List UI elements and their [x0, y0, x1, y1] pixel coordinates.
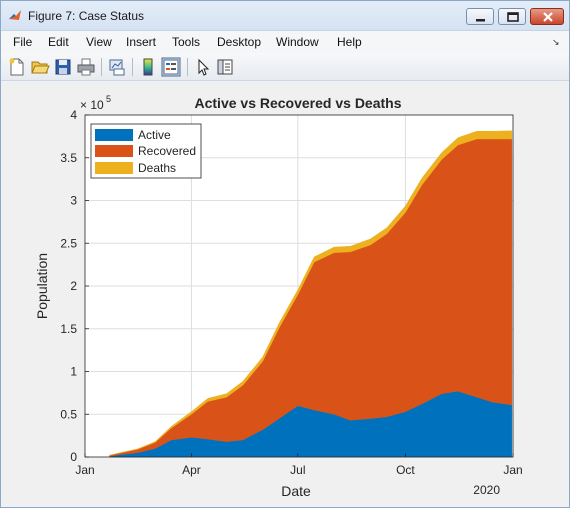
insert-colorbar-icon[interactable] — [138, 57, 158, 77]
y-tick-label: 4 — [70, 108, 77, 122]
menu-view[interactable]: View — [86, 35, 112, 49]
menu-insert[interactable]: Insert — [126, 35, 157, 49]
chart-title: Active vs Recovered vs Deaths — [195, 95, 402, 111]
maximize-icon — [507, 12, 519, 22]
legend-label-deaths: Deaths — [138, 161, 176, 175]
x-tick-label: Jul — [290, 463, 305, 477]
title-bar[interactable]: Figure 7: Case Status — [1, 1, 569, 31]
y-tick-label: 1 — [70, 365, 77, 379]
legend-label-active: Active — [138, 128, 171, 142]
figure-canvas: Jan Apr Jul Oct Jan 0 0.5 1 1.5 2 2.5 3 3.5 4 Active … — [2, 82, 568, 506]
property-inspector-icon[interactable] — [215, 57, 235, 77]
axis-ticks — [84, 114, 514, 458]
figure-toolbar — [1, 53, 569, 81]
y-tick-label: 0.5 — [60, 407, 77, 421]
menu-tools[interactable]: Tools — [172, 35, 201, 49]
menu-file[interactable]: File — [13, 35, 33, 49]
new-figure-icon[interactable] — [7, 57, 27, 77]
legend-swatch-deaths — [95, 162, 133, 174]
window-title: Figure 7: Case Status — [28, 9, 145, 23]
x-tick-label: Apr — [182, 463, 201, 477]
menu-window[interactable]: Window — [276, 35, 319, 49]
close-icon — [543, 12, 553, 22]
y-tick-label: 1.5 — [60, 322, 77, 336]
menu-dock-arrow-icon[interactable]: ↘ — [552, 37, 560, 47]
year-label: 2020 — [473, 483, 500, 497]
y-exponent-power: 5 — [106, 94, 111, 104]
legend-label-recovered: Recovered — [138, 144, 196, 158]
y-tick-label: 3 — [70, 194, 77, 208]
legend[interactable]: Active Recovered Deaths — [90, 123, 202, 179]
matlab-logo-icon — [9, 10, 21, 20]
toolbar-separator — [187, 58, 188, 76]
y-exponent-base: × 10 — [80, 98, 104, 112]
close-button[interactable] — [530, 8, 564, 25]
y-tick-label: 0 — [70, 450, 77, 464]
x-tick-label: Jan — [75, 463, 94, 477]
y-tick-label: 2.5 — [60, 236, 77, 250]
legend-swatch-active — [95, 129, 133, 141]
menu-desktop[interactable]: Desktop — [217, 35, 262, 49]
stacked-areas — [109, 130, 513, 458]
x-axis-label: Date — [281, 483, 311, 499]
y-axis-label: Population — [34, 253, 50, 319]
y-tick-label: 2 — [70, 279, 77, 293]
maximize-button[interactable] — [498, 8, 526, 25]
pointer-icon[interactable] — [193, 57, 213, 77]
menu-help[interactable]: Help — [337, 35, 362, 49]
x-tick-label: Oct — [396, 463, 415, 477]
menu-bar: File Edit View Insert Tools Desktop Wind… — [1, 31, 569, 53]
minimize-button[interactable] — [466, 8, 494, 25]
x-tick-label: Jan — [503, 463, 522, 477]
toolbar-separator — [132, 58, 133, 76]
y-tick-label: 3.5 — [60, 151, 77, 165]
minimize-icon — [476, 19, 485, 22]
menu-edit[interactable]: Edit — [48, 35, 69, 49]
print-icon[interactable] — [76, 57, 96, 77]
link-plot-icon[interactable] — [107, 57, 127, 77]
insert-legend-icon[interactable] — [161, 57, 181, 77]
save-icon[interactable] — [53, 57, 73, 77]
open-file-icon[interactable] — [30, 57, 50, 77]
area-deaths — [109, 130, 513, 456]
legend-swatch-recovered — [95, 145, 133, 157]
toolbar-separator — [101, 58, 102, 76]
